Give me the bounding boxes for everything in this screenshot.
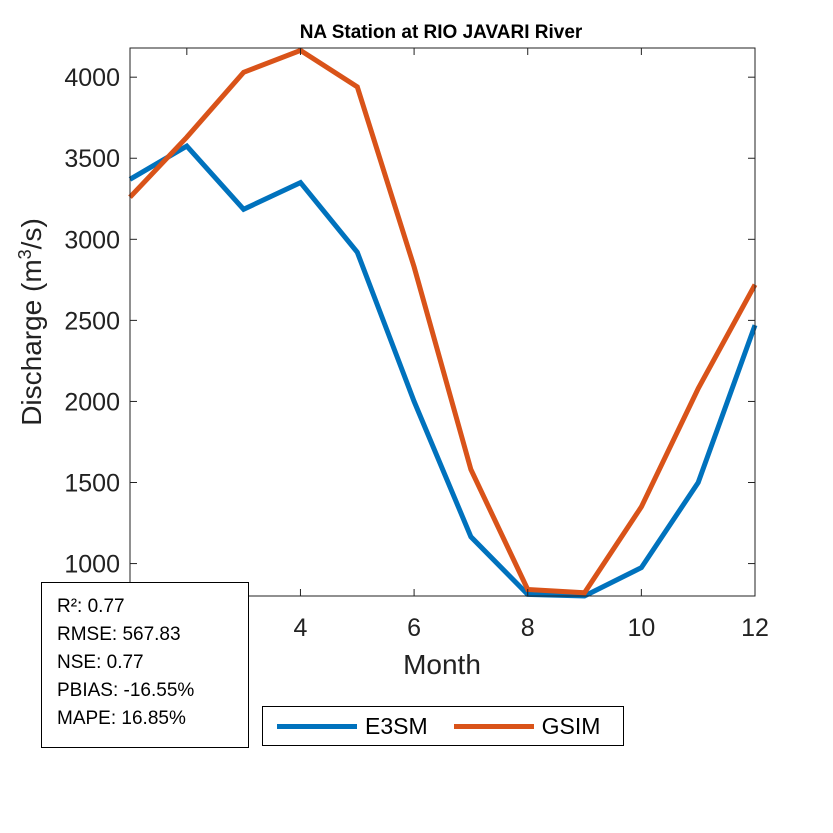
y-tick-label: 3000 [64,226,120,254]
stat-nse: NSE: 0.77 [57,652,144,673]
legend: E3SM GSIM [262,706,624,746]
series-line-e3sm [128,142,758,599]
stat-mape: MAPE: 16.85% [57,708,186,729]
y-axis-label-tail: /s) [16,218,47,249]
axes-box [129,47,756,597]
y-tick-label: 1000 [64,551,120,579]
series-line-gsim [128,47,758,596]
x-tick-label: 8 [521,614,535,642]
x-tick-label: 10 [627,614,655,642]
series-layer [128,47,758,599]
legend-label-e3sm: E3SM [365,712,428,739]
plot-area [130,48,755,596]
y-tick-label: 1500 [64,470,120,498]
y-axis-label: Discharge (m3/s) [15,218,47,426]
y-tick-label: 3500 [64,145,120,173]
legend-item-gsim: GSIM [453,712,601,740]
legend-item-e3sm: E3SM [277,713,428,740]
stats-box: R²: 0.77 RMSE: 567.83 NSE: 0.77 PBIAS: -… [41,582,249,748]
legend-swatch-e3sm [277,723,357,729]
stat-pbias: PBIAS: -16.55% [57,680,195,701]
y-axis-label-superscript: 3 [15,249,35,259]
legend-label-gsim: GSIM [541,712,601,739]
tick-labels: 100015002000250030003500400024681012 [64,64,769,642]
x-axis-label: Month [403,649,481,680]
x-tick-label: 4 [294,614,308,642]
chart-title: NA Station at RIO JAVARI River [300,22,583,43]
y-tick-label: 4000 [64,64,120,92]
x-tick-label: 6 [407,614,421,642]
stat-r2: R²: 0.77 [57,596,125,617]
y-tick-label: 2500 [64,307,120,335]
stat-rmse: RMSE: 567.83 [57,624,181,645]
y-axis-label-main: Discharge (m [16,259,47,425]
y-tick-label: 2000 [64,388,120,416]
legend-swatch-gsim [453,723,534,729]
x-tick-label: 12 [741,614,769,642]
